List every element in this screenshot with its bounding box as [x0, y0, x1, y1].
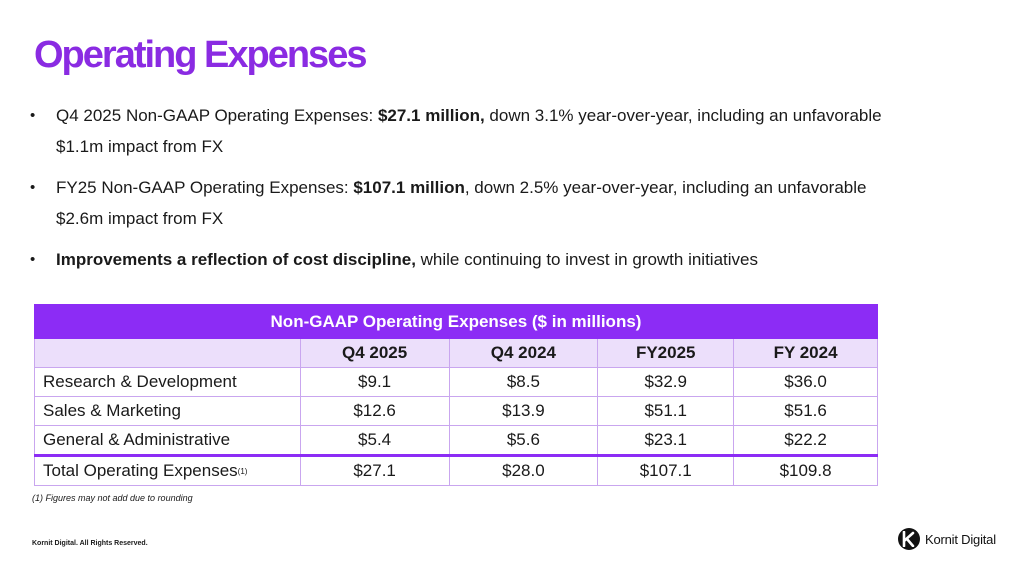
table-cell: $107.1	[597, 454, 735, 486]
table-cell: $5.6	[448, 425, 599, 456]
total-row: Total Operating Expenses(1) $27.1 $28.0 …	[34, 454, 878, 486]
bullet-text: down 3.1% year-over-year, including an u…	[56, 106, 882, 156]
footnote: (1) Figures may not add due to rounding	[32, 493, 193, 503]
table-cell: $27.1	[299, 454, 450, 486]
table-cell: $5.4	[299, 425, 450, 456]
bullet-text: , down 2.5% year-over-year, including an…	[56, 178, 867, 228]
table-cell: $28.0	[448, 454, 599, 486]
kornit-logo-icon	[898, 528, 920, 550]
kornit-k-glyph	[902, 531, 915, 547]
table-row: General & Administrative $5.4 $5.6 $23.1…	[34, 425, 878, 456]
table-cell: $109.8	[733, 454, 878, 486]
column-header-empty	[34, 338, 301, 368]
total-label-cell: Total Operating Expenses(1)	[34, 454, 301, 486]
page-title: Operating Expenses	[34, 34, 367, 76]
opex-table: Non-GAAP Operating Expenses ($ in millio…	[34, 304, 878, 486]
table-row: Research & Development $9.1 $8.5 $32.9 $…	[34, 367, 878, 397]
bullet-highlight: $27.1 million,	[377, 106, 485, 125]
table-cell: $13.9	[448, 396, 599, 426]
bullet-item: FY25 Non-GAAP Operating Expenses: $107.1…	[30, 172, 910, 234]
kornit-logo: Kornit Digital	[898, 528, 996, 550]
table-cell: $22.2	[733, 425, 878, 456]
table-cell: $36.0	[733, 367, 878, 397]
table-row: Sales & Marketing $12.6 $13.9 $51.1 $51.…	[34, 396, 878, 426]
column-header: FY 2024	[733, 338, 878, 368]
bullet-text: Q4 2025 Non-GAAP Operating Expenses:	[56, 106, 378, 125]
copyright: Kornit Digital. All Rights Reserved.	[32, 540, 148, 547]
bullet-item: Improvements a reflection of cost discip…	[30, 244, 910, 275]
row-label: Sales & Marketing	[34, 396, 301, 426]
table-cell: $23.1	[597, 425, 735, 456]
bullet-highlight: $107.1 million	[353, 178, 465, 197]
total-label: Total Operating Expenses	[43, 461, 238, 480]
bullet-list: Q4 2025 Non-GAAP Operating Expenses: $27…	[30, 100, 910, 285]
table-cell: $12.6	[299, 396, 450, 426]
row-label: General & Administrative	[34, 425, 301, 456]
table-cell: $51.6	[733, 396, 878, 426]
bullet-text: FY25 Non-GAAP Operating Expenses:	[56, 178, 354, 197]
table-cell: $51.1	[597, 396, 735, 426]
footnote-mark: (1)	[237, 467, 248, 476]
table-cell: $32.9	[597, 367, 735, 397]
column-header: Q4 2024	[448, 338, 599, 368]
table-cell: $8.5	[448, 367, 599, 397]
logo-text: Kornit Digital	[925, 531, 996, 547]
bullet-highlight: Improvements a reflection of cost discip…	[56, 250, 416, 269]
bullet-text: while continuing to invest in growth ini…	[415, 250, 758, 269]
column-header: FY2025	[597, 338, 735, 368]
bullet-item: Q4 2025 Non-GAAP Operating Expenses: $27…	[30, 100, 910, 162]
column-header: Q4 2025	[299, 338, 450, 368]
table-title: Non-GAAP Operating Expenses ($ in millio…	[34, 304, 878, 339]
row-label: Research & Development	[34, 367, 301, 397]
table-cell: $9.1	[299, 367, 450, 397]
